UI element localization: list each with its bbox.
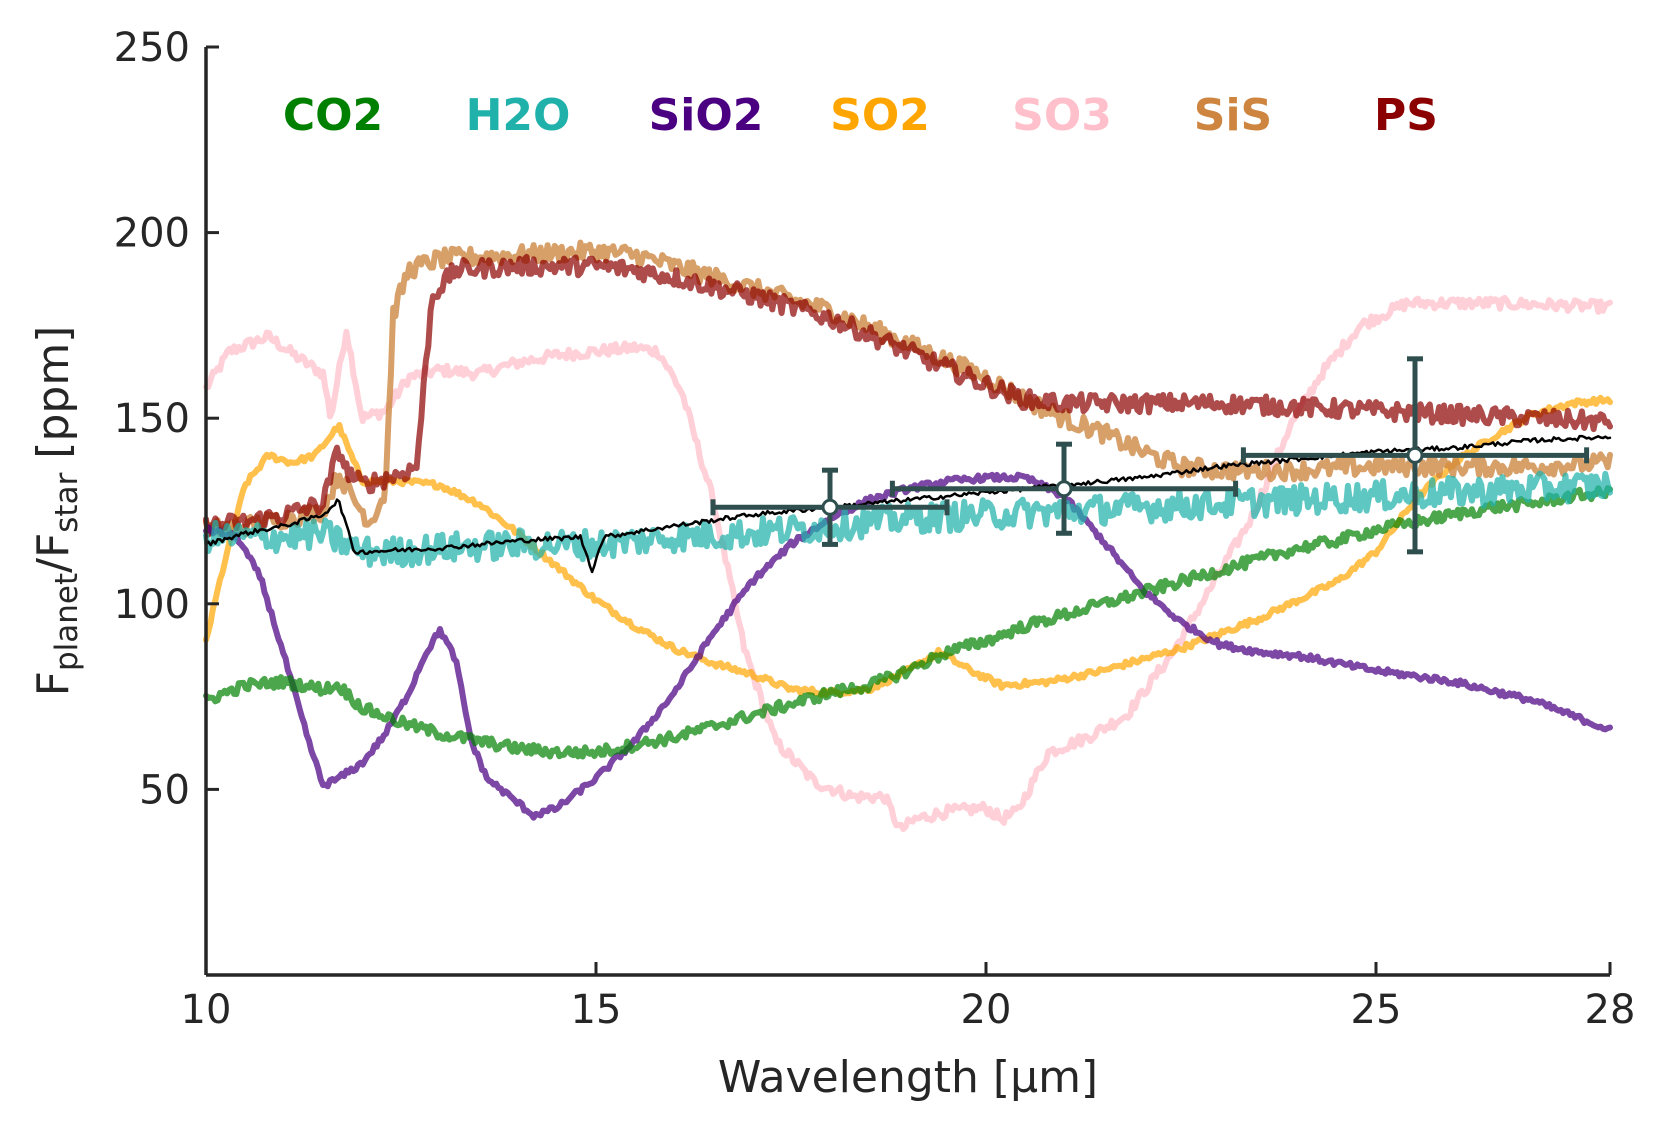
y-tick-label: 150 [114,396,190,442]
x-tick-label: 10 [181,987,232,1033]
x-tick-label: 15 [571,987,622,1033]
y-tick-label: 250 [114,25,190,71]
y-tick-label: 200 [114,211,190,257]
legend-item-ps: PS [1374,90,1438,141]
x-tick-label: 20 [961,987,1012,1033]
series-line-co2 [203,485,1613,760]
y-tick-label: 50 [139,767,190,813]
errorbar-point [889,441,1239,536]
series-line-so3 [203,295,1613,832]
data-point-marker [1406,446,1424,464]
x-tick-label: 28 [1585,987,1636,1033]
legend-item-sio2: SiO2 [649,90,764,141]
data-point-marker [821,498,839,516]
legend: CO2 H2O SiO2 SO2 SO3 SiS PS [283,90,1438,141]
legend-item-sis: SiS [1194,90,1272,141]
errorbar-point [710,467,950,547]
errorbar-layer [710,356,1590,555]
x-tick-label: 25 [1351,987,1402,1033]
legend-item-so3: SO3 [1012,90,1112,141]
ticks: 10 15 20 25 28 50 100 150 200 250 [114,25,1636,1033]
x-axis-label: Wavelength [μm] [718,1052,1098,1103]
series-line-model [204,434,1612,574]
series-line-h2o [203,470,1613,569]
errorbar-point [1240,356,1590,555]
series-layer [203,239,1613,832]
y-axis-label: Fplanet/Fstar [ppm] [28,326,85,697]
series-line-ps [203,253,1613,538]
legend-item-co2: CO2 [283,90,383,141]
data-point-marker [1055,480,1073,498]
legend-item-so2: SO2 [830,90,930,141]
y-tick-label: 100 [114,582,190,628]
legend-item-h2o: H2O [466,90,571,141]
